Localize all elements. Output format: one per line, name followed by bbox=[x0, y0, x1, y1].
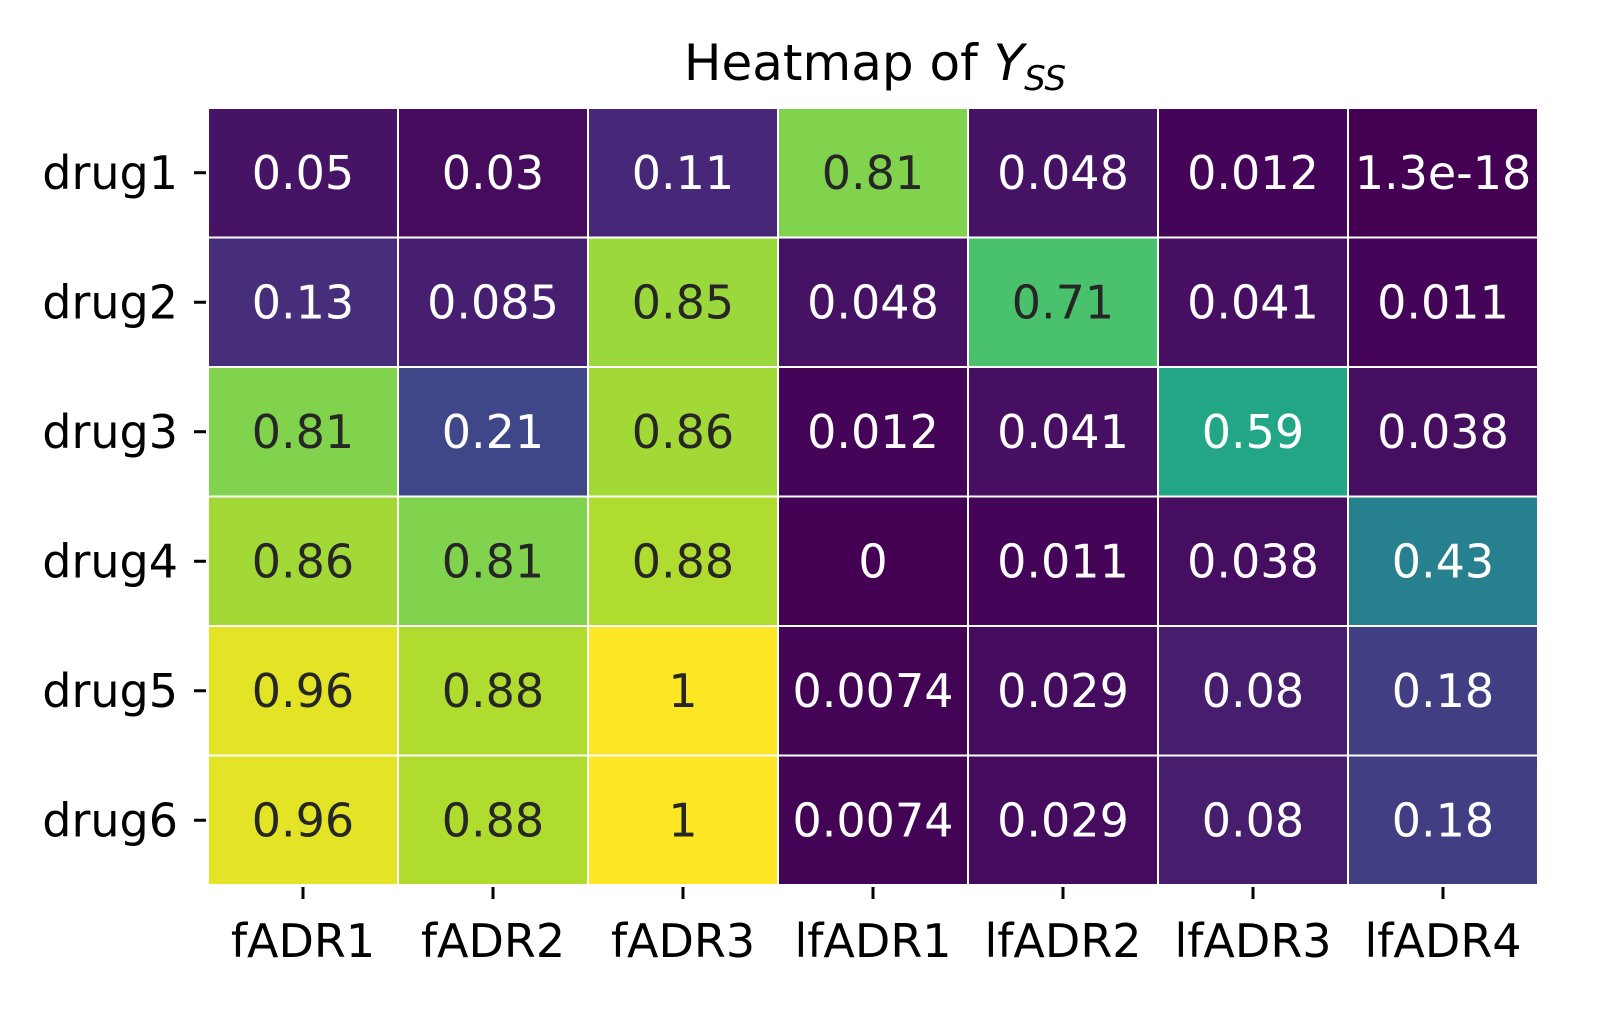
cell-value-label: 0.085 bbox=[427, 275, 559, 329]
cell-value-label: 0.012 bbox=[807, 405, 939, 459]
y-axis: drug1 drug2 drug3 drug4 drug5 drug6 bbox=[42, 146, 206, 847]
y-tick-label: drug3 bbox=[42, 405, 178, 459]
cell-value-label: 0.0074 bbox=[793, 664, 954, 718]
heatmap-cell bbox=[1347, 754, 1539, 886]
heatmap-cell bbox=[777, 495, 969, 627]
x-tick-label: lfADR4 bbox=[1364, 914, 1521, 968]
heatmap-cell bbox=[967, 236, 1159, 368]
cell-value-label: 0.71 bbox=[1012, 275, 1114, 329]
cell-value-label: 0.18 bbox=[1392, 664, 1494, 718]
y-tick-label: drug5 bbox=[42, 664, 178, 718]
chart-title: Heatmap of YSS bbox=[684, 34, 1066, 99]
heatmap-cell bbox=[777, 366, 969, 498]
cell-value-label: 0.012 bbox=[1187, 146, 1319, 200]
cell-value-label: 0.08 bbox=[1202, 664, 1304, 718]
heatmap-cell bbox=[587, 625, 779, 757]
heatmap-cell bbox=[1157, 236, 1349, 368]
heatmap-cell bbox=[207, 107, 399, 239]
cell-value-label: 1 bbox=[668, 664, 697, 718]
cell-value-label: 0.038 bbox=[1377, 405, 1509, 459]
cell-value-label: 0.59 bbox=[1202, 405, 1304, 459]
y-tick-label: drug4 bbox=[42, 534, 178, 588]
cell-value-label: 0.038 bbox=[1187, 534, 1319, 588]
heatmap-cell bbox=[1157, 754, 1349, 886]
cell-value-label: 0 bbox=[858, 534, 887, 588]
cell-value-label: 0.88 bbox=[442, 664, 544, 718]
chart-title-subscript: SS bbox=[1024, 59, 1066, 99]
cell-value-label: 0.011 bbox=[997, 534, 1129, 588]
cell-value-label: 0.011 bbox=[1377, 275, 1509, 329]
cell-value-label: 0.08 bbox=[1202, 793, 1304, 847]
cell-value-label: 0.11 bbox=[632, 146, 734, 200]
cell-value-label: 0.029 bbox=[997, 664, 1129, 718]
heatmap-cell bbox=[1157, 495, 1349, 627]
cell-value-label: 0.81 bbox=[822, 146, 924, 200]
cell-value-label: 1.3e-18 bbox=[1355, 146, 1532, 200]
heatmap-cell bbox=[777, 754, 969, 886]
heatmap-cell bbox=[207, 754, 399, 886]
cell-value-label: 0.21 bbox=[442, 405, 544, 459]
chart-title-text: Heatmap of bbox=[684, 34, 994, 92]
heatmap-cell bbox=[207, 625, 399, 757]
heatmap-cell bbox=[967, 107, 1159, 239]
heatmap-cell bbox=[1157, 366, 1349, 498]
cell-value-label: 0.05 bbox=[252, 146, 354, 200]
heatmap-cell bbox=[1347, 366, 1539, 498]
heatmap-cell bbox=[967, 366, 1159, 498]
cell-value-label: 0.048 bbox=[997, 146, 1129, 200]
cell-value-label: 0.0074 bbox=[793, 793, 954, 847]
x-tick-label: fADR1 bbox=[231, 914, 375, 968]
heatmap-cell bbox=[587, 236, 779, 368]
heatmap-cell bbox=[397, 107, 589, 239]
cell-value-label: 0.041 bbox=[997, 405, 1129, 459]
cell-value-label: 0.81 bbox=[252, 405, 354, 459]
heatmap-cell bbox=[967, 754, 1159, 886]
heatmap-cells: 0.05 0.03 0.11 0.81 0.048 0.012 1.3e-18 0.13 0.0… bbox=[207, 107, 1539, 886]
x-tick-label: fADR3 bbox=[611, 914, 755, 968]
heatmap-cell bbox=[587, 366, 779, 498]
cell-value-label: 0.041 bbox=[1187, 275, 1319, 329]
cell-value-label: 0.88 bbox=[442, 793, 544, 847]
cell-value-label: 0.96 bbox=[252, 793, 354, 847]
y-tick-label: drug1 bbox=[42, 146, 178, 200]
x-tick-label: fADR2 bbox=[421, 914, 565, 968]
x-axis: fADR1 fADR2 fADR3 lfADR1 lfADR2 lfADR3 lfADR4 bbox=[231, 887, 1522, 968]
cell-value-label: 0.029 bbox=[997, 793, 1129, 847]
cell-value-label: 1 bbox=[668, 793, 697, 847]
x-tick-label: lfADR2 bbox=[984, 914, 1141, 968]
cell-value-label: 0.13 bbox=[252, 275, 354, 329]
x-tick-label: lfADR3 bbox=[1174, 914, 1331, 968]
y-tick-label: drug6 bbox=[42, 793, 178, 847]
cell-value-label: 0.43 bbox=[1392, 534, 1494, 588]
heatmap-cell bbox=[587, 754, 779, 886]
heatmap-cell bbox=[207, 495, 399, 627]
cell-value-label: 0.96 bbox=[252, 664, 354, 718]
heatmap-cell bbox=[207, 236, 399, 368]
chart-title-variable: Y bbox=[994, 34, 1028, 92]
cell-value-label: 0.18 bbox=[1392, 793, 1494, 847]
cell-value-label: 0.048 bbox=[807, 275, 939, 329]
x-tick-label: lfADR1 bbox=[794, 914, 951, 968]
heatmap-cell bbox=[777, 107, 969, 239]
heatmap-cell bbox=[1347, 495, 1539, 627]
cell-value-label: 0.03 bbox=[442, 146, 544, 200]
heatmap-cell bbox=[587, 107, 779, 239]
cell-value-label: 0.86 bbox=[252, 534, 354, 588]
heatmap-cell bbox=[397, 366, 589, 498]
heatmap-cell bbox=[397, 754, 589, 886]
cell-value-label: 0.88 bbox=[632, 534, 734, 588]
cell-value-label: 0.86 bbox=[632, 405, 734, 459]
cell-value-label: 0.81 bbox=[442, 534, 544, 588]
y-tick-label: drug2 bbox=[42, 275, 178, 329]
heatmap-cell bbox=[1347, 236, 1539, 368]
heatmap-cell bbox=[397, 495, 589, 627]
heatmap-cell bbox=[1157, 107, 1349, 239]
cell-value-label: 0.85 bbox=[632, 275, 734, 329]
heatmap-cell bbox=[1347, 625, 1539, 757]
